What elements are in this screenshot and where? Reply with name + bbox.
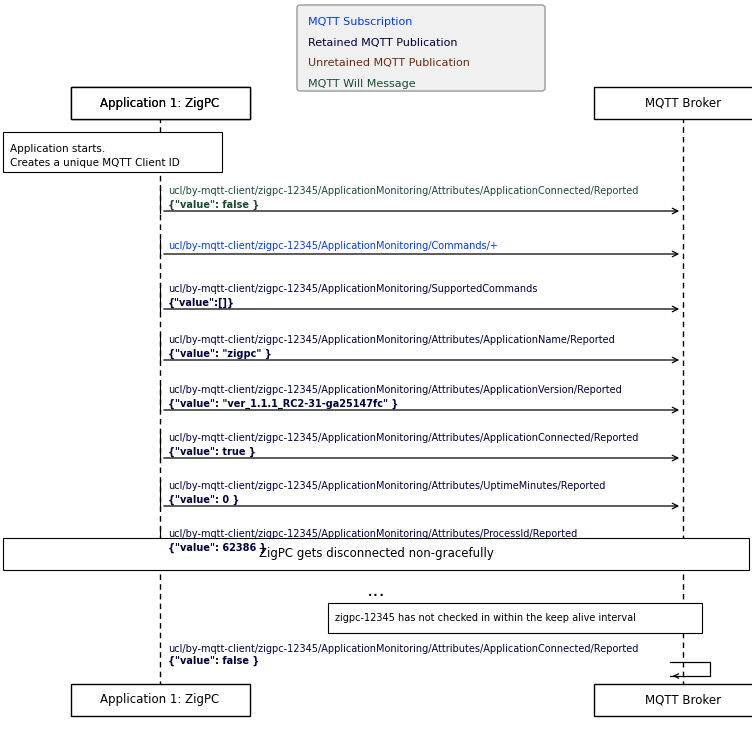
Text: zigpc-12345 has not checked in within the keep alive interval: zigpc-12345 has not checked in within th… [335,613,636,623]
Text: MQTT Will Message: MQTT Will Message [308,79,416,89]
FancyBboxPatch shape [71,684,250,716]
Text: {"value": 62386 }: {"value": 62386 } [168,543,267,553]
FancyBboxPatch shape [593,684,752,716]
Text: {"value": 0 }: {"value": 0 } [168,495,239,505]
Text: {"value": false }: {"value": false } [168,656,259,666]
Text: ...: ... [367,580,385,599]
Text: ucl/by-mqtt-client/zigpc-12345/ApplicationMonitoring/Attributes/ApplicationConne: ucl/by-mqtt-client/zigpc-12345/Applicati… [168,186,638,196]
Text: ucl/by-mqtt-client/zigpc-12345/ApplicationMonitoring/Attributes/ApplicationVersi: ucl/by-mqtt-client/zigpc-12345/Applicati… [168,385,622,395]
Text: ucl/by-mqtt-client/zigpc-12345/ApplicationMonitoring/Attributes/ProcessId/Report: ucl/by-mqtt-client/zigpc-12345/Applicati… [168,529,578,539]
FancyBboxPatch shape [297,5,545,91]
Text: Application 1: ZigPC: Application 1: ZigPC [100,96,220,109]
Text: MQTT Subscription: MQTT Subscription [308,17,412,27]
Text: {"value": "zigpc" }: {"value": "zigpc" } [168,349,271,359]
Text: {"value": "ver_1.1.1_RC2-31-ga25147fc" }: {"value": "ver_1.1.1_RC2-31-ga25147fc" } [168,399,399,409]
Text: ucl/by-mqtt-client/zigpc-12345/ApplicationMonitoring/Attributes/UptimeMinutes/Re: ucl/by-mqtt-client/zigpc-12345/Applicati… [168,481,605,491]
Text: ucl/by-mqtt-client/zigpc-12345/ApplicationMonitoring/Attributes/ApplicationConne: ucl/by-mqtt-client/zigpc-12345/Applicati… [168,644,638,654]
FancyBboxPatch shape [3,132,222,172]
Text: ucl/by-mqtt-client/zigpc-12345/ApplicationMonitoring/Commands/+: ucl/by-mqtt-client/zigpc-12345/Applicati… [168,241,498,251]
Text: Retained MQTT Publication: Retained MQTT Publication [308,38,457,47]
Text: MQTT Broker: MQTT Broker [645,96,721,109]
FancyBboxPatch shape [71,87,250,119]
FancyBboxPatch shape [328,603,702,633]
Text: ZigPC gets disconnected non-gracefully: ZigPC gets disconnected non-gracefully [259,547,493,561]
Text: Application 1: ZigPC: Application 1: ZigPC [100,96,220,109]
Text: Application starts.
Creates a unique MQTT Client ID: Application starts. Creates a unique MQT… [10,144,180,168]
Text: ucl/by-mqtt-client/zigpc-12345/ApplicationMonitoring/SupportedCommands: ucl/by-mqtt-client/zigpc-12345/Applicati… [168,284,538,294]
Text: {"value":[]}: {"value":[]} [168,298,235,308]
Text: {"value": true }: {"value": true } [168,447,256,457]
Text: Unretained MQTT Publication: Unretained MQTT Publication [308,58,470,69]
FancyBboxPatch shape [593,87,752,119]
Text: {"value": false }: {"value": false } [168,200,259,210]
FancyBboxPatch shape [71,87,250,119]
FancyBboxPatch shape [3,538,749,570]
Text: ucl/by-mqtt-client/zigpc-12345/ApplicationMonitoring/Attributes/ApplicationConne: ucl/by-mqtt-client/zigpc-12345/Applicati… [168,433,638,443]
Text: ucl/by-mqtt-client/zigpc-12345/ApplicationMonitoring/Attributes/ApplicationName/: ucl/by-mqtt-client/zigpc-12345/Applicati… [168,335,614,345]
Text: Application 1: ZigPC: Application 1: ZigPC [100,693,220,706]
Text: MQTT Broker: MQTT Broker [645,693,721,706]
